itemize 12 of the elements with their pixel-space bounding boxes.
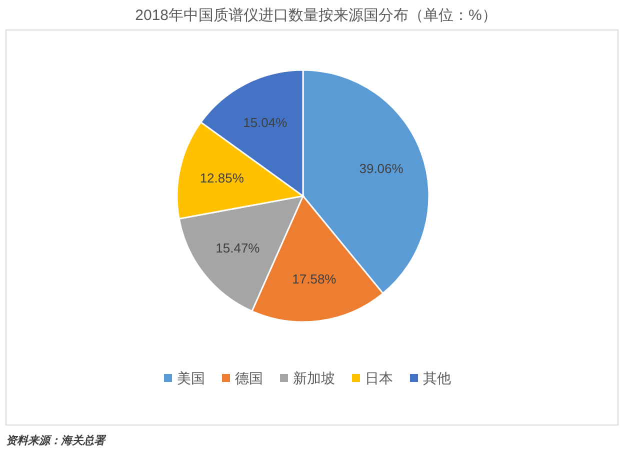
data-label: 12.85% xyxy=(200,170,244,186)
data-label: 17.58% xyxy=(292,271,337,286)
data-label: 15.04% xyxy=(243,114,288,130)
chart-title: 2018年中国质谱仪进口数量按来源国分布（单位：%） xyxy=(135,7,497,24)
legend-label: 其他 xyxy=(423,370,451,386)
data-label: 15.47% xyxy=(216,240,260,256)
data-label: 39.06% xyxy=(359,160,404,176)
text: 资料来源：海关总署 xyxy=(6,434,107,447)
legend-label: 德国 xyxy=(235,370,263,386)
legend-label: 新加坡 xyxy=(293,370,335,386)
legend-label: 日本 xyxy=(365,370,393,386)
legend-label: 美国 xyxy=(177,370,205,386)
